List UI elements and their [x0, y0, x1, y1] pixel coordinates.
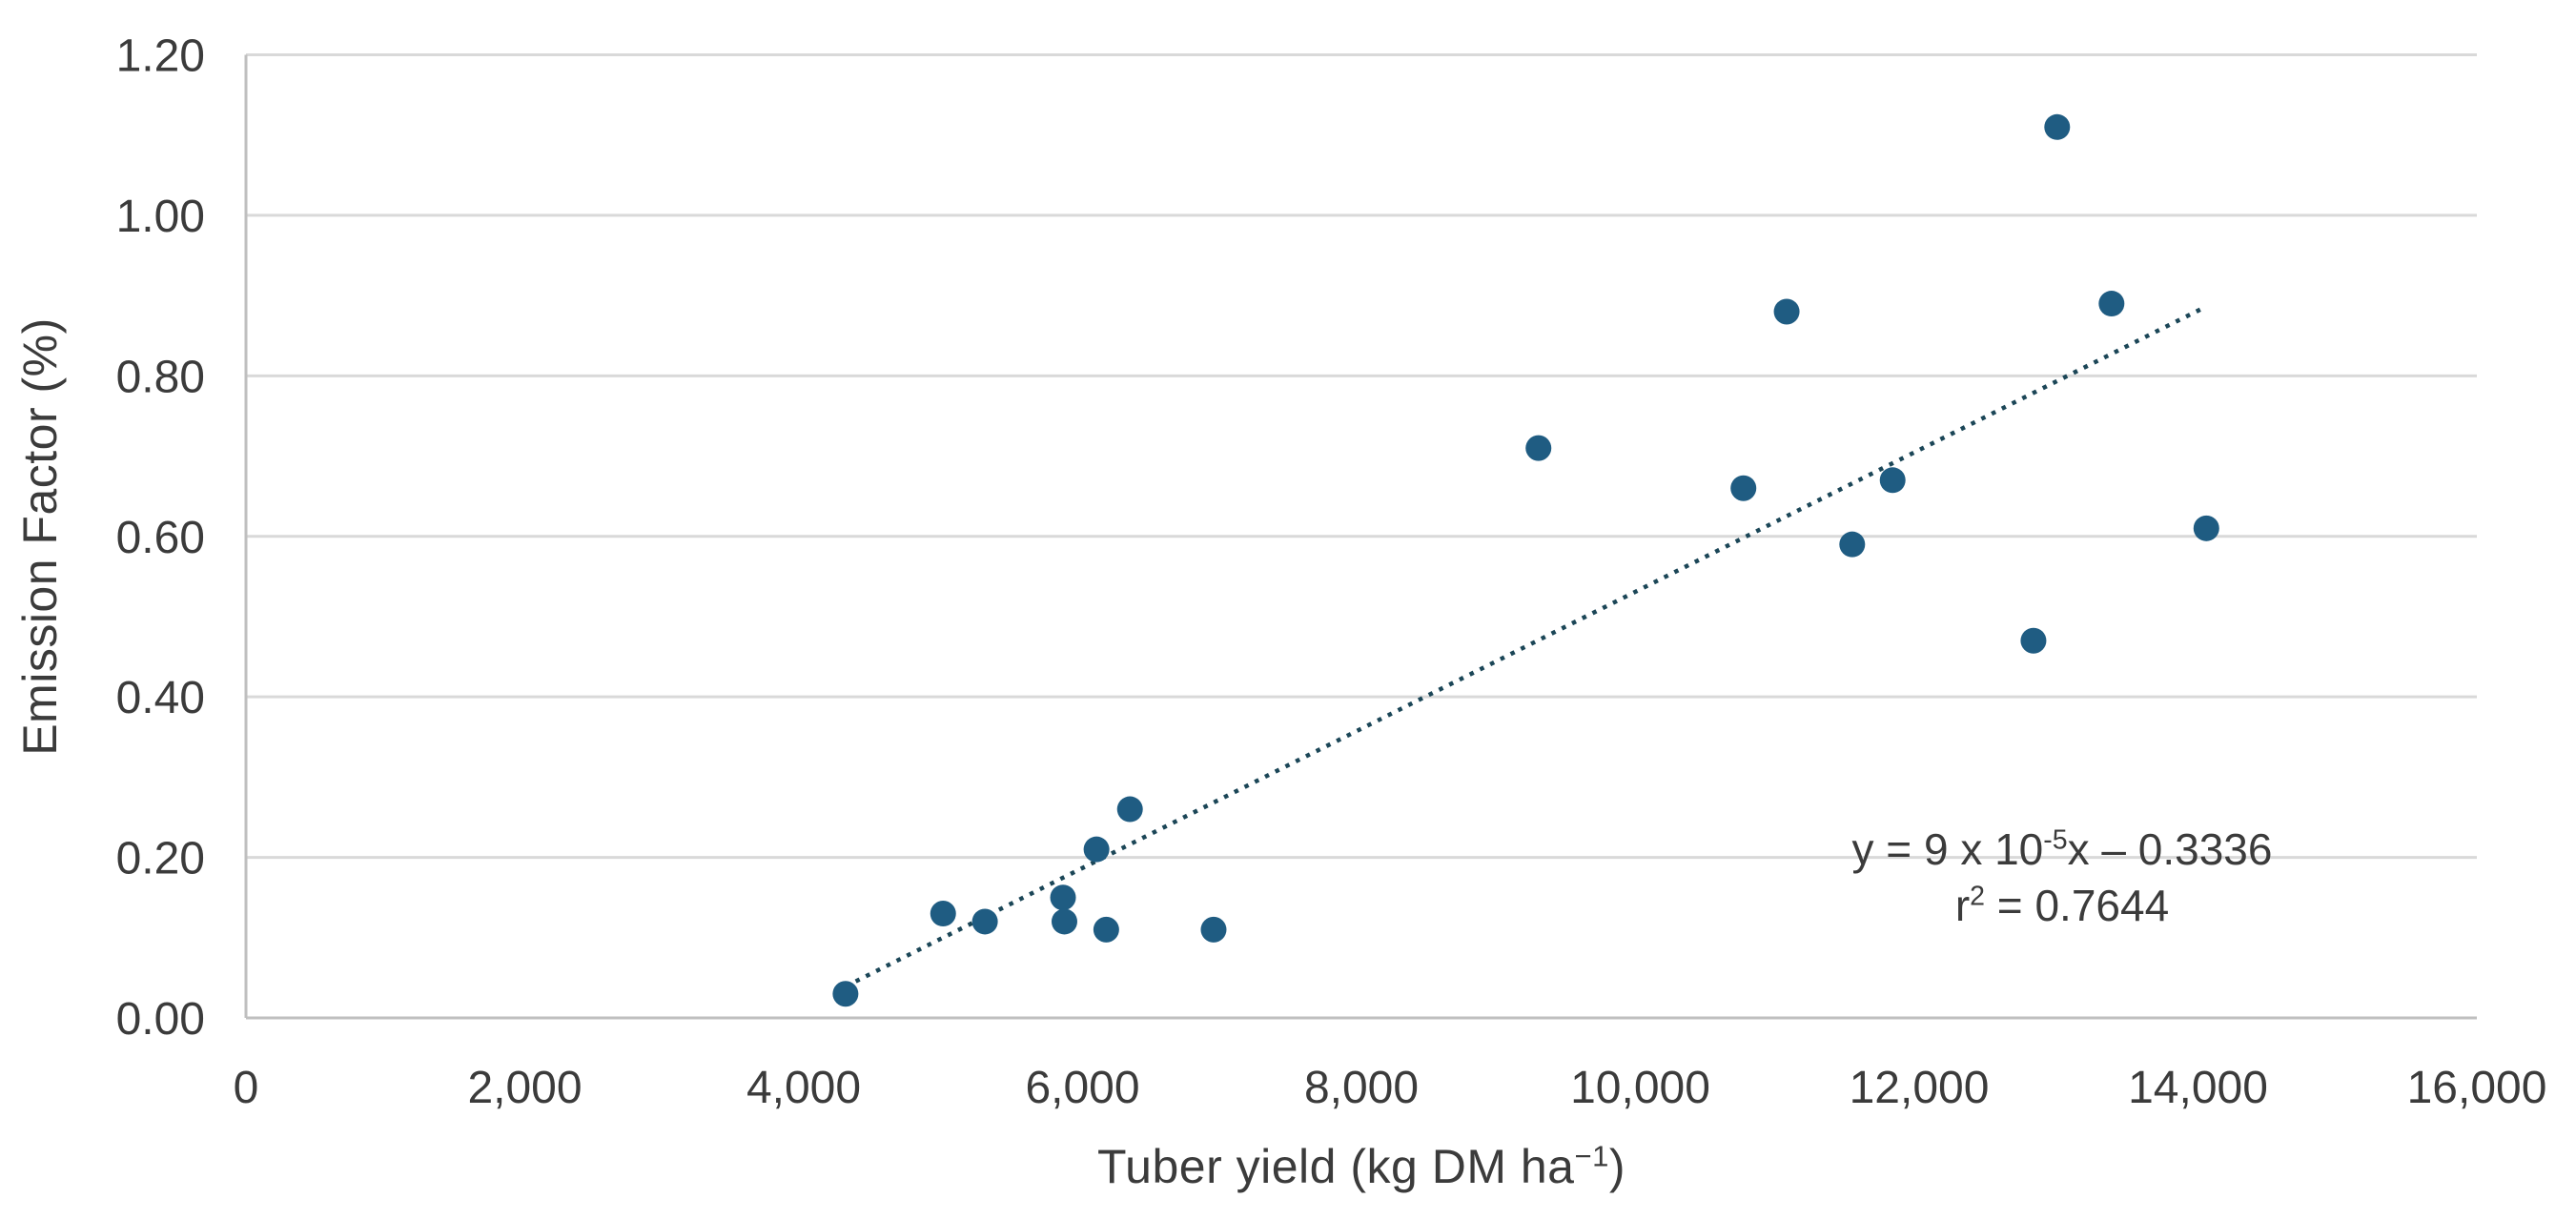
data-point [1093, 916, 1119, 943]
x-axis-title-suffix: ) [1608, 1140, 1626, 1193]
data-point [1083, 836, 1110, 863]
data-point [1839, 531, 1866, 558]
x-axis-title-superscript: −1 [1574, 1139, 1609, 1173]
data-point [1730, 475, 1757, 501]
equation-suffix: x – 0.3336 [2067, 824, 2273, 874]
data-point [2044, 113, 2071, 140]
x-tick-label: 12,000 [1850, 1063, 1990, 1113]
y-axis-title: Emission Factor (%) [12, 317, 68, 756]
x-tick-label: 2,000 [467, 1063, 582, 1113]
trendline-annotation: y = 9 x 10-5x – 0.3336 r2 = 0.7644 [1852, 822, 2273, 934]
x-tick-label: 0 [234, 1063, 259, 1113]
r-squared-exponent: 2 [1970, 881, 1986, 912]
x-tick-label: 6,000 [1025, 1063, 1139, 1113]
x-tick-label: 16,000 [2407, 1063, 2547, 1113]
x-axis-title-text: Tuber yield (kg DM ha [1096, 1140, 1575, 1193]
x-tick-label: 4,000 [746, 1063, 861, 1113]
y-tick-label: 0.40 [116, 673, 205, 723]
y-tick-label: 1.00 [116, 192, 205, 242]
data-point [1200, 916, 1227, 943]
trendline-equation: y = 9 x 10-5x – 0.3336 [1852, 822, 2273, 878]
equation-prefix: y = 9 x 10 [1851, 824, 2044, 874]
x-axis-title: Tuber yield (kg DM ha−1) [1097, 1139, 1625, 1194]
r-squared-label: r2 = 0.7644 [1852, 878, 2273, 934]
data-point [2098, 291, 2125, 317]
data-point [1879, 467, 1906, 494]
y-axis-title-text: Emission Factor (%) [13, 317, 67, 756]
data-point [971, 908, 998, 935]
y-tick-label: 0.60 [116, 513, 205, 563]
data-point [1773, 298, 1800, 325]
data-point [2193, 515, 2219, 541]
r-squared-base: r [1954, 880, 1971, 930]
r-squared-value: = 0.7644 [1985, 880, 2170, 930]
x-tick-label: 10,000 [1570, 1063, 1710, 1113]
data-point [1116, 796, 1143, 823]
trendline [844, 304, 2208, 988]
y-tick-label: 0.00 [116, 994, 205, 1045]
data-point [1525, 435, 1552, 461]
data-point [1050, 884, 1076, 911]
y-tick-label: 1.20 [116, 31, 205, 82]
y-tick-label: 0.80 [116, 352, 205, 402]
y-tick-label: 0.20 [116, 834, 205, 884]
data-point [1051, 908, 1077, 935]
data-point [832, 981, 859, 1007]
equation-exponent: -5 [2043, 824, 2068, 856]
data-point [930, 901, 956, 927]
data-point [2020, 627, 2047, 654]
x-tick-label: 14,000 [2128, 1063, 2268, 1113]
x-tick-label: 8,000 [1304, 1063, 1419, 1113]
